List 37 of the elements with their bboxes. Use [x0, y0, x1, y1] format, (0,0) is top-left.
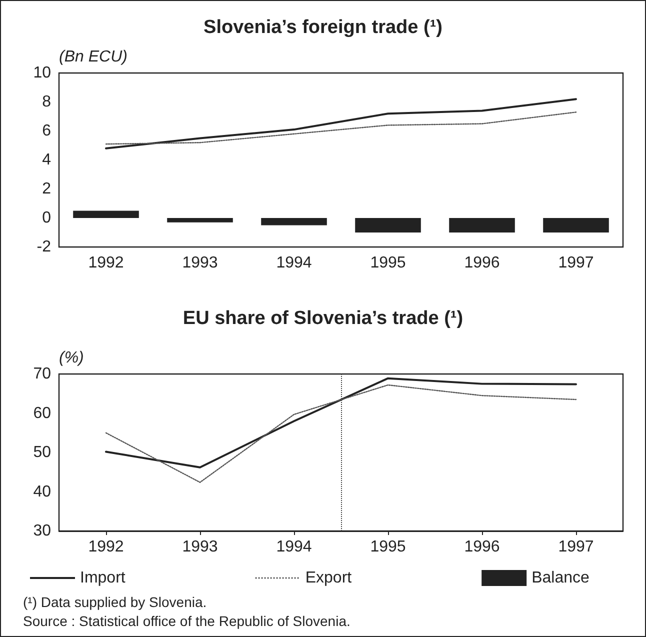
legend-label: Export	[305, 570, 352, 586]
y-tick-label: 10	[33, 64, 52, 82]
y-tick-label: 60	[33, 404, 52, 422]
y-axis-title: (Bn ECU)	[59, 48, 128, 66]
source-note: Source : Statistical office of the Republic of Slovenia.	[23, 612, 350, 631]
x-tick-label: 1994	[276, 254, 312, 272]
x-tick-label: 1992	[88, 538, 124, 556]
y-tick-label: 2	[42, 180, 52, 198]
x-tick-label: 1997	[558, 538, 594, 556]
y-tick-label: 8	[42, 94, 52, 110]
chart-title: Slovenia’s foreign trade (¹)	[204, 17, 442, 38]
y-tick-label: 40	[33, 483, 52, 500]
legend-label: Balance	[532, 570, 590, 586]
line-series	[105, 384, 577, 483]
x-tick-label: 1993	[182, 254, 218, 272]
x-tick-label: 1995	[370, 538, 406, 556]
y-tick-label: 6	[42, 122, 52, 140]
y-tick-label: -2	[36, 238, 52, 256]
chart-title: EU share of Slovenia’s trade (¹)	[182, 308, 464, 329]
y-axis-title: (%)	[59, 350, 84, 366]
x-tick-label: 1996	[464, 538, 500, 556]
y-tick-label: 70	[33, 366, 52, 382]
y-tick-label: 50	[33, 444, 52, 461]
y-tick-label: 4	[42, 152, 52, 168]
x-tick-label: 1994	[276, 538, 312, 556]
line-series	[105, 377, 577, 468]
x-tick-label: 1997	[558, 254, 594, 272]
line-series	[105, 112, 577, 145]
x-tick-label: 1996	[464, 254, 500, 272]
y-tick-label: 0	[42, 210, 52, 226]
y-tick-label: 30	[33, 522, 52, 540]
x-tick-label: 1992	[88, 254, 124, 272]
line-series	[105, 98, 577, 150]
x-tick-label: 1995	[370, 254, 406, 272]
x-tick-label: 1993	[182, 538, 218, 556]
text: (¹) Data supplied by Slovenia.	[23, 593, 208, 612]
legend-label: Import	[80, 570, 126, 586]
